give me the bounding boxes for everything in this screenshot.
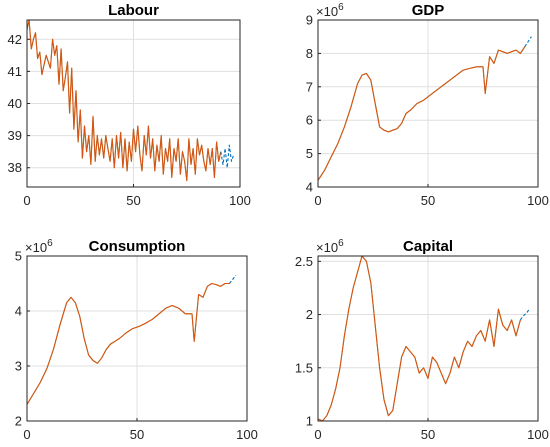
consumption-panel: 0 50 100 2 3 4 5 Consumption ×106 (15, 238, 258, 442)
labour-x-tick-label-1: 50 (126, 193, 140, 208)
gdp-y-tick-label-0: 4 (306, 180, 313, 195)
capital-exponent-label: ×106 (316, 238, 344, 255)
labour-series-group (27, 20, 235, 182)
consumption-x-tick-label-0: 0 (23, 427, 30, 442)
gdp-y-tick-label-5: 9 (306, 13, 313, 28)
gdp-panel: 0 50 100 4 5 6 7 8 9 GDP ×106 (306, 2, 549, 208)
capital-series-group (318, 256, 530, 421)
consumption-y-tick-label-2: 4 (15, 304, 22, 319)
labour-orange-line (27, 20, 222, 182)
capital-exponent-value: 6 (338, 238, 344, 249)
gdp-y-tick-label-2: 6 (306, 113, 313, 128)
gdp-x-tick-label-0: 0 (314, 193, 321, 208)
consumption-x-tick-label-2: 100 (236, 427, 258, 442)
labour-y-tick-label-1: 39 (8, 128, 22, 143)
consumption-exponent-label: ×106 (25, 238, 53, 255)
capital-y-tick-label-0: 1 (306, 414, 313, 429)
capital-x-tick-label-1: 50 (421, 427, 435, 442)
capital-y-tick-label-3: 2.5 (295, 254, 313, 269)
gdp-y-tick-label-1: 5 (306, 146, 313, 161)
consumption-blue-dashed-line (228, 274, 237, 284)
gdp-title: GDP (412, 2, 445, 19)
consumption-y-tick-label-0: 2 (15, 414, 22, 429)
gdp-y-tick-label-3: 7 (306, 79, 313, 94)
labour-y-tick-label-0: 38 (8, 160, 22, 175)
capital-x-tick-label-2: 100 (527, 427, 549, 442)
gdp-y-tick-label-4: 8 (306, 46, 313, 61)
gdp-blue-dashed-line (524, 36, 532, 48)
labour-x-tick-label-0: 0 (23, 193, 30, 208)
consumption-title: Consumption (89, 238, 186, 255)
consumption-exponent-value: 6 (47, 238, 53, 249)
capital-panel: 0 50 100 1 1.5 2 2.5 Capital ×106 (295, 238, 549, 442)
consumption-y-tick-label-1: 3 (15, 359, 22, 374)
labour-y-tick-label-4: 42 (8, 32, 22, 47)
capital-title: Capital (403, 238, 453, 255)
gdp-x-tick-label-2: 100 (527, 193, 549, 208)
capital-blue-dashed-line (519, 308, 530, 321)
labour-y-tick-label-3: 41 (8, 64, 22, 79)
consumption-series-group (27, 274, 237, 405)
capital-y-tick-label-1: 1.5 (295, 360, 313, 375)
capital-x-tick-label-0: 0 (314, 427, 321, 442)
gdp-series-group (318, 36, 532, 181)
labour-blue-dashed-line (220, 144, 235, 169)
consumption-x-tick-label-1: 50 (130, 427, 144, 442)
labour-title: Labour (108, 2, 159, 19)
consumption-y-tick-label-3: 5 (15, 249, 22, 264)
capital-y-tick-label-2: 2 (306, 307, 313, 322)
capital-orange-line (318, 256, 521, 421)
gdp-exponent-value: 6 (338, 2, 344, 13)
gdp-orange-line (318, 46, 526, 181)
labour-panel: 0 50 100 38 39 40 41 42 Labour (8, 2, 251, 208)
gdp-exponent-label: ×106 (316, 2, 344, 19)
labour-x-tick-label-2: 100 (229, 193, 251, 208)
consumption-orange-line (27, 282, 230, 405)
labour-y-tick-label-2: 40 (8, 96, 22, 111)
gdp-x-tick-label-1: 50 (421, 193, 435, 208)
